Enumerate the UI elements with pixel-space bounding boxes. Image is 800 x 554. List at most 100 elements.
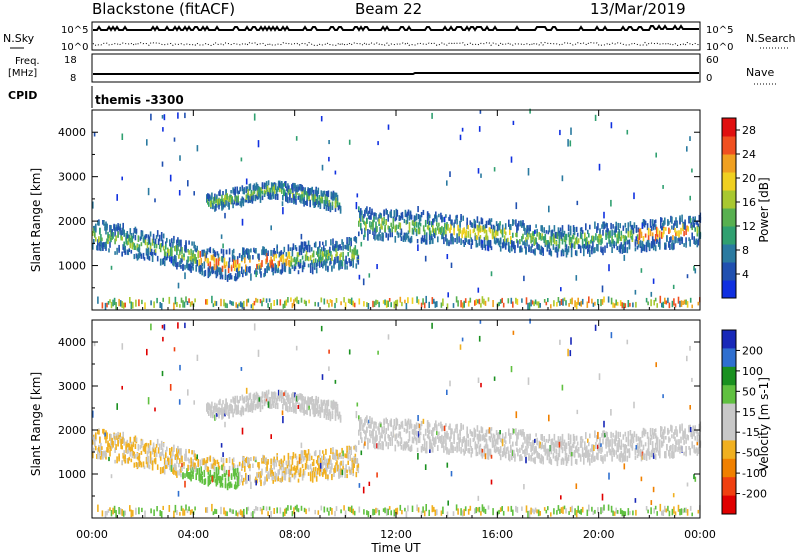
power-echo-cell: [340, 301, 342, 306]
power-echo-cell: [650, 225, 653, 231]
velocity-echo-cell: [155, 443, 158, 448]
velocity-echo-cell: [235, 510, 237, 516]
power-echo-cell: [257, 265, 259, 270]
power-echo-cell: [415, 213, 418, 221]
velocity-echo-cell: [310, 468, 313, 474]
velocity-echo-cell: [555, 455, 558, 462]
colorbar-segment: [722, 244, 736, 263]
power-echo-cell: [627, 222, 630, 229]
velocity-echo-cell: [486, 444, 489, 450]
power-echo-cell: [222, 243, 224, 249]
velocity-echo-cell: [153, 450, 156, 457]
power-echo-cell: [195, 248, 197, 253]
power-echo-cell: [216, 199, 218, 203]
power-echo-cell: [516, 298, 519, 305]
velocity-echo-cell: [318, 409, 321, 415]
velocity-echo-cell: [346, 451, 348, 459]
velocity-echo-cell: [247, 461, 249, 467]
power-echo-cell: [561, 175, 564, 182]
power-echo-cell: [329, 299, 332, 303]
power-echo-cell: [404, 299, 406, 304]
power-echo-cell: [190, 248, 192, 256]
velocity-echo-cell: [349, 507, 351, 513]
velocity-echo-cell: [287, 460, 290, 466]
velocity-echo-cell: [385, 417, 387, 424]
velocity-echo-cell: [402, 444, 405, 450]
velocity-echo-cell: [147, 447, 150, 454]
velocity-echo-cell: [264, 476, 266, 483]
power-echo-cell: [454, 219, 456, 224]
power-echo-cell: [366, 206, 368, 214]
power-echo-cell: [544, 242, 547, 247]
velocity-echo-cell: [177, 453, 179, 460]
velocity-echo-cell: [309, 471, 312, 476]
velocity-echo-cell: [147, 456, 150, 463]
velocity-echo-cell: [159, 456, 162, 461]
velocity-echo-cell: [502, 451, 505, 457]
power-echo-cell: [480, 173, 482, 178]
power-echo-cell: [259, 187, 262, 193]
power-echo-cell: [232, 262, 235, 268]
power-echo-cell: [638, 228, 641, 235]
power-echo-cell: [455, 296, 458, 303]
power-echo-cell: [320, 249, 322, 255]
power-echo-cell: [379, 214, 382, 219]
power-echo-cell: [418, 227, 421, 235]
velocity-echo-cell: [301, 398, 303, 406]
velocity-echo-cell: [416, 447, 419, 452]
power-echo-cell: [325, 254, 327, 262]
velocity-echo-cell: [688, 426, 690, 433]
velocity-echo-cell: [156, 506, 158, 512]
power-echo-cell: [632, 302, 634, 308]
power-echo-cell: [133, 228, 136, 233]
velocity-echo-cell: [215, 412, 217, 420]
velocity-echo-cell: [322, 400, 325, 406]
power-echo-cell: [265, 183, 268, 190]
power-echo-cell: [244, 252, 246, 258]
power-echo-cell: [269, 259, 271, 267]
power-echo-cell: [278, 251, 281, 258]
velocity-echo-cell: [333, 468, 335, 474]
power-echo-cell: [272, 266, 274, 272]
velocity-echo-cell: [521, 444, 523, 451]
power-echo-cell: [345, 260, 347, 264]
velocity-echo-cell: [250, 481, 252, 489]
velocity-echo-cell: [293, 402, 295, 410]
power-echo-cell: [398, 215, 401, 221]
velocity-echo-cell: [110, 438, 112, 446]
velocity-echo-cell: [686, 434, 688, 439]
velocity-echo-cell: [424, 447, 427, 454]
power-echo-cell: [411, 297, 414, 304]
power-echo-cell: [513, 219, 515, 225]
velocity-echo-cell: [260, 471, 262, 477]
velocity-echo-cell: [279, 507, 282, 514]
velocity-echo-cell: [445, 443, 447, 451]
freq-tick-top: 18: [64, 55, 77, 66]
power-echo-cell: [154, 252, 157, 256]
power-echo-cell: [268, 192, 271, 200]
power-echo-cell: [610, 241, 612, 247]
velocity-echo-cell: [564, 456, 567, 461]
velocity-echo-cell: [130, 444, 133, 452]
power-echo-cell: [570, 249, 573, 258]
power-echo-cell: [548, 241, 551, 249]
power-echo-cell: [281, 268, 284, 274]
velocity-echo-cell: [227, 474, 230, 482]
power-echo-cell: [259, 299, 262, 304]
velocity-echo-cell: [695, 447, 697, 453]
velocity-echo-cell: [201, 479, 203, 484]
velocity-echo-cell: [648, 451, 651, 459]
velocity-echo-cell: [397, 441, 400, 447]
power-echo-cell: [447, 292, 449, 298]
velocity-echo-cell: [395, 433, 398, 440]
velocity-echo-cell: [247, 457, 249, 465]
power-echo-cell: [545, 301, 548, 306]
power-echo-cell: [661, 302, 663, 308]
power-echo-cell: [208, 248, 211, 252]
velocity-echo-cell: [229, 403, 231, 410]
velocity-echo-cell: [209, 403, 211, 408]
power-echo-cell: [668, 302, 671, 309]
power-echo-cell: [253, 247, 255, 253]
velocity-echo-cell: [318, 404, 321, 409]
